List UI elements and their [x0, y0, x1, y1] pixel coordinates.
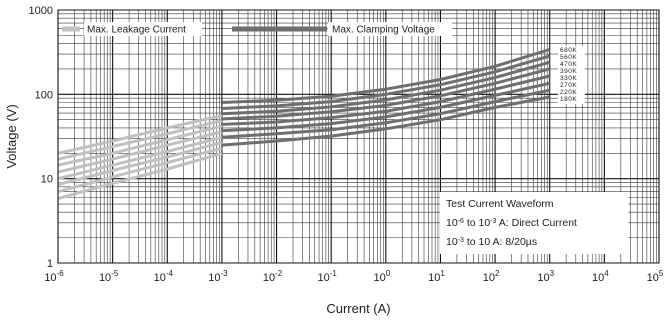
note-line1-mid: to 10 [464, 217, 490, 229]
y-tick-label: 1 [47, 258, 53, 270]
leakage-curve-470k [57, 124, 223, 167]
clamping-curve-390k [221, 67, 551, 121]
x-tick-base: 10 [373, 272, 385, 284]
test-waveform-note: Test Current Waveform 10-6 to 10-3 A: Di… [440, 192, 628, 254]
x-tick-exponent: -2 [275, 269, 283, 278]
leakage-curve-180k [57, 151, 223, 201]
y-tick-label: 100 [35, 89, 53, 101]
x-tick-base: 10 [99, 272, 111, 284]
clamping-curve-270k [221, 81, 551, 133]
clamping-curve-560k [221, 54, 551, 110]
x-tick-label: 10-4 [154, 269, 174, 284]
x-tick-base: 10 [428, 272, 440, 284]
curve-label-680k: 680K [560, 47, 577, 54]
x-tick-label: 10-1 [317, 269, 337, 284]
y-tick-label: 1000 [29, 5, 53, 17]
legend-label-bg-clamping [328, 22, 452, 36]
note-line-impulse: 10-3 to 10 A: 8/20µs [446, 236, 537, 248]
curve-label-390k: 390K [560, 68, 577, 75]
plot-frame [57, 9, 660, 264]
x-tick-exponent: -1 [330, 269, 338, 278]
note-line2-prefix: 10 [446, 236, 458, 248]
y-tick-label: 10 [41, 174, 53, 186]
x-tick-base: 10 [154, 272, 166, 284]
x-tick-label: 102 [483, 269, 500, 284]
x-tick-base: 10 [647, 272, 659, 284]
note-line-direct-current: 10-6 to 10-3 A: Direct Current [446, 217, 577, 229]
curve-label-180k: 180K [560, 96, 577, 103]
x-tick-label: 10-2 [263, 269, 283, 284]
y-axis-ticks: 1 10 100 1000 [29, 5, 53, 270]
x-tick-base: 10 [592, 272, 604, 284]
x-tick-label: 105 [647, 269, 664, 284]
note-line1-suffix: A: Direct Current [496, 217, 577, 229]
y-axis-title: Voltage (V) [4, 104, 19, 168]
x-tick-exponent: -6 [57, 269, 65, 278]
curves [57, 48, 551, 201]
legend-label-bg-leakage [84, 22, 202, 36]
clamping-curve-220k [221, 88, 551, 139]
curve-label-470k: 470K [560, 61, 577, 68]
x-tick-base: 10 [537, 272, 549, 284]
note-title: Test Current Waveform [446, 198, 554, 210]
x-tick-label: 101 [428, 269, 445, 284]
clamping-curve-330k [221, 74, 551, 126]
x-tick-exponent: 4 [604, 269, 609, 278]
note-line1-exp2: -3 [490, 218, 496, 225]
x-tick-base: 10 [317, 272, 329, 284]
x-tick-exponent: 1 [440, 269, 445, 278]
x-tick-label: 103 [537, 269, 554, 284]
x-tick-base: 10 [263, 272, 275, 284]
x-axis-ticks: 10-6 10-5 10-4 10-3 10-2 10-1 100 101 102 103 104 1… [44, 269, 664, 284]
x-tick-exponent: 2 [495, 269, 500, 278]
x-tick-exponent: -3 [220, 269, 228, 278]
clamping-curve-680k [221, 48, 551, 104]
x-tick-base: 10 [44, 272, 56, 284]
curve-label-330k: 330K [560, 75, 577, 82]
note-line2-suffix: to 10 A: 8/20µs [464, 236, 537, 248]
curve-label-560k: 560K [560, 54, 577, 61]
x-axis-title: Current (A) [326, 301, 390, 316]
leakage-curve-220k [57, 146, 223, 194]
x-tick-label: 10-5 [99, 269, 119, 284]
leakage-curve-330k [57, 135, 223, 181]
curve-label-270k: 270K [560, 82, 577, 89]
leakage-curve-680k [57, 114, 223, 155]
note-line1-exp1: -6 [458, 218, 464, 225]
x-tick-exponent: 0 [386, 269, 391, 278]
x-tick-exponent: -5 [111, 269, 119, 278]
note-line2-exp: -3 [458, 237, 464, 244]
x-tick-base: 10 [483, 272, 495, 284]
x-tick-label: 104 [592, 269, 609, 284]
x-tick-base: 10 [208, 272, 220, 284]
clamping-curve-470k [221, 60, 551, 116]
x-tick-exponent: -4 [166, 269, 174, 278]
leakage-curve-270k [57, 140, 223, 187]
x-tick-label: 10-3 [208, 269, 228, 284]
clamping-curve-180k [221, 95, 550, 147]
leakage-curve-390k [57, 130, 223, 174]
curve-label-220k: 220K [560, 89, 577, 96]
legend: Max. Leakage Current Max. Clamping Volta… [62, 22, 452, 36]
x-tick-label: 100 [373, 269, 390, 284]
x-tick-label: 10-6 [44, 269, 64, 284]
legend-label-clamping: Max. Clamping Voltage [332, 25, 435, 36]
leakage-curve-560k [57, 119, 223, 161]
note-background [440, 192, 628, 254]
curve-labels-background [558, 46, 585, 104]
x-tick-exponent: 5 [659, 269, 664, 278]
x-tick-exponent: 3 [550, 269, 555, 278]
note-line1-prefix: 10 [446, 217, 458, 229]
legend-label-leakage: Max. Leakage Current [87, 25, 186, 36]
